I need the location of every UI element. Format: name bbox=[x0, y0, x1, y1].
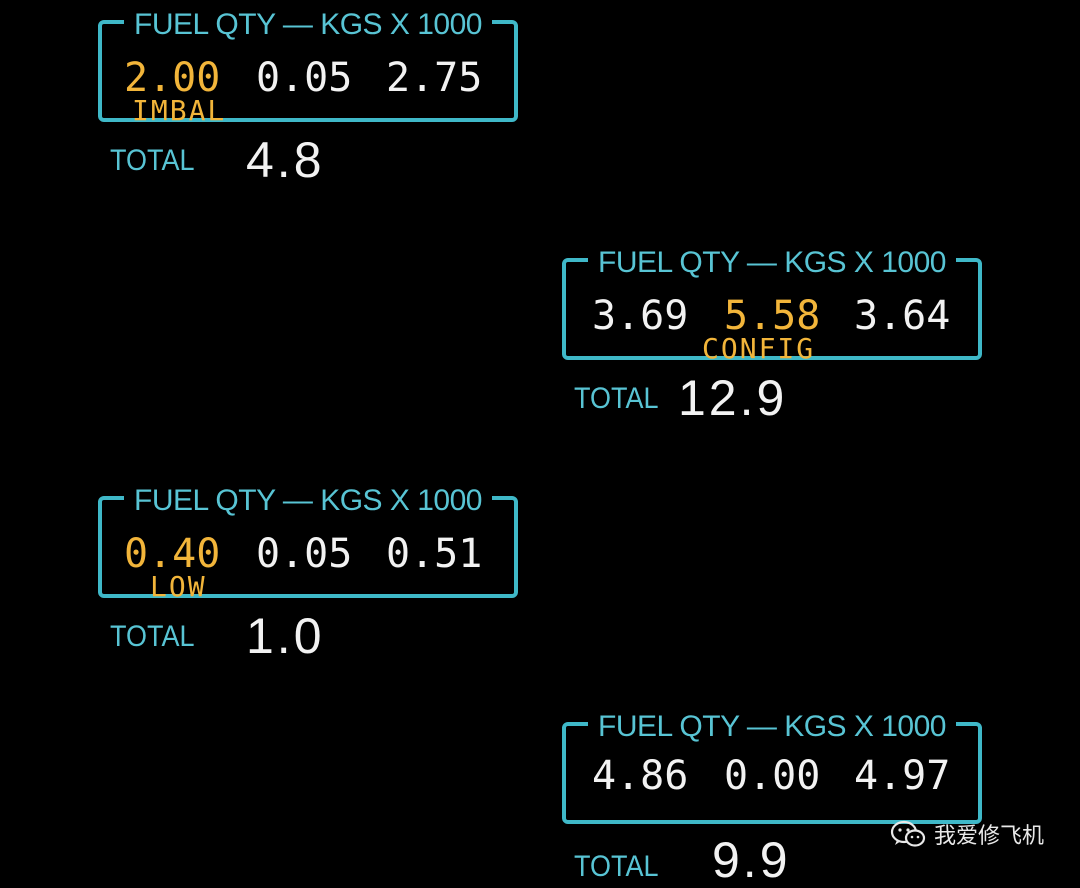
fuel-qty-display-3: FUEL QTY — KGS X 1000 0.40 0.05 0.51 LOW… bbox=[98, 484, 518, 664]
total-label: TOTAL bbox=[110, 144, 195, 177]
left-tank-value: 4.86 bbox=[592, 753, 689, 799]
wechat-icon bbox=[890, 820, 926, 847]
config-message: CONFIG bbox=[702, 332, 816, 365]
center-tank-value: 0.00 bbox=[724, 753, 821, 799]
fuel-qty-title: FUEL QTY — KGS X 1000 bbox=[98, 8, 518, 42]
center-tank-value: 5.58 bbox=[724, 293, 821, 339]
total-label: TOTAL bbox=[574, 850, 659, 883]
low-message: LOW bbox=[150, 570, 207, 603]
watermark-text: 我爱修飞机 bbox=[933, 824, 1044, 849]
watermark: 我爱修飞机 bbox=[890, 818, 1044, 850]
fuel-qty-title: FUEL QTY — KGS X 1000 bbox=[562, 246, 982, 280]
total-label: TOTAL bbox=[110, 620, 195, 653]
total-value: 9.9 bbox=[712, 832, 791, 888]
fuel-qty-display-1: FUEL QTY — KGS X 1000 2.00 0.05 2.75 IMB… bbox=[98, 8, 518, 188]
left-tank-value: 3.69 bbox=[592, 293, 689, 339]
right-tank-value: 3.64 bbox=[854, 293, 951, 339]
center-tank-value: 0.05 bbox=[256, 531, 353, 577]
fuel-qty-title: FUEL QTY — KGS X 1000 bbox=[98, 484, 518, 518]
total-value: 1.0 bbox=[246, 608, 325, 664]
right-tank-value: 0.51 bbox=[386, 531, 483, 577]
fuel-qty-title: FUEL QTY — KGS X 1000 bbox=[562, 710, 982, 744]
total-value: 12.9 bbox=[678, 370, 788, 426]
left-tank-value: 2.00 bbox=[124, 55, 221, 101]
right-tank-value: 2.75 bbox=[386, 55, 483, 101]
left-tank-value: 0.40 bbox=[124, 531, 221, 577]
total-value: 4.8 bbox=[246, 132, 325, 188]
fuel-qty-display-2: FUEL QTY — KGS X 1000 3.69 5.58 3.64 CON… bbox=[562, 246, 982, 426]
imbal-message: IMBAL bbox=[132, 94, 227, 127]
center-tank-value: 0.05 bbox=[256, 55, 353, 101]
fuel-qty-display-4: FUEL QTY — KGS X 1000 4.86 0.00 4.97 TOT… bbox=[562, 710, 982, 888]
right-tank-value: 4.97 bbox=[854, 753, 951, 799]
total-label: TOTAL bbox=[574, 382, 659, 415]
